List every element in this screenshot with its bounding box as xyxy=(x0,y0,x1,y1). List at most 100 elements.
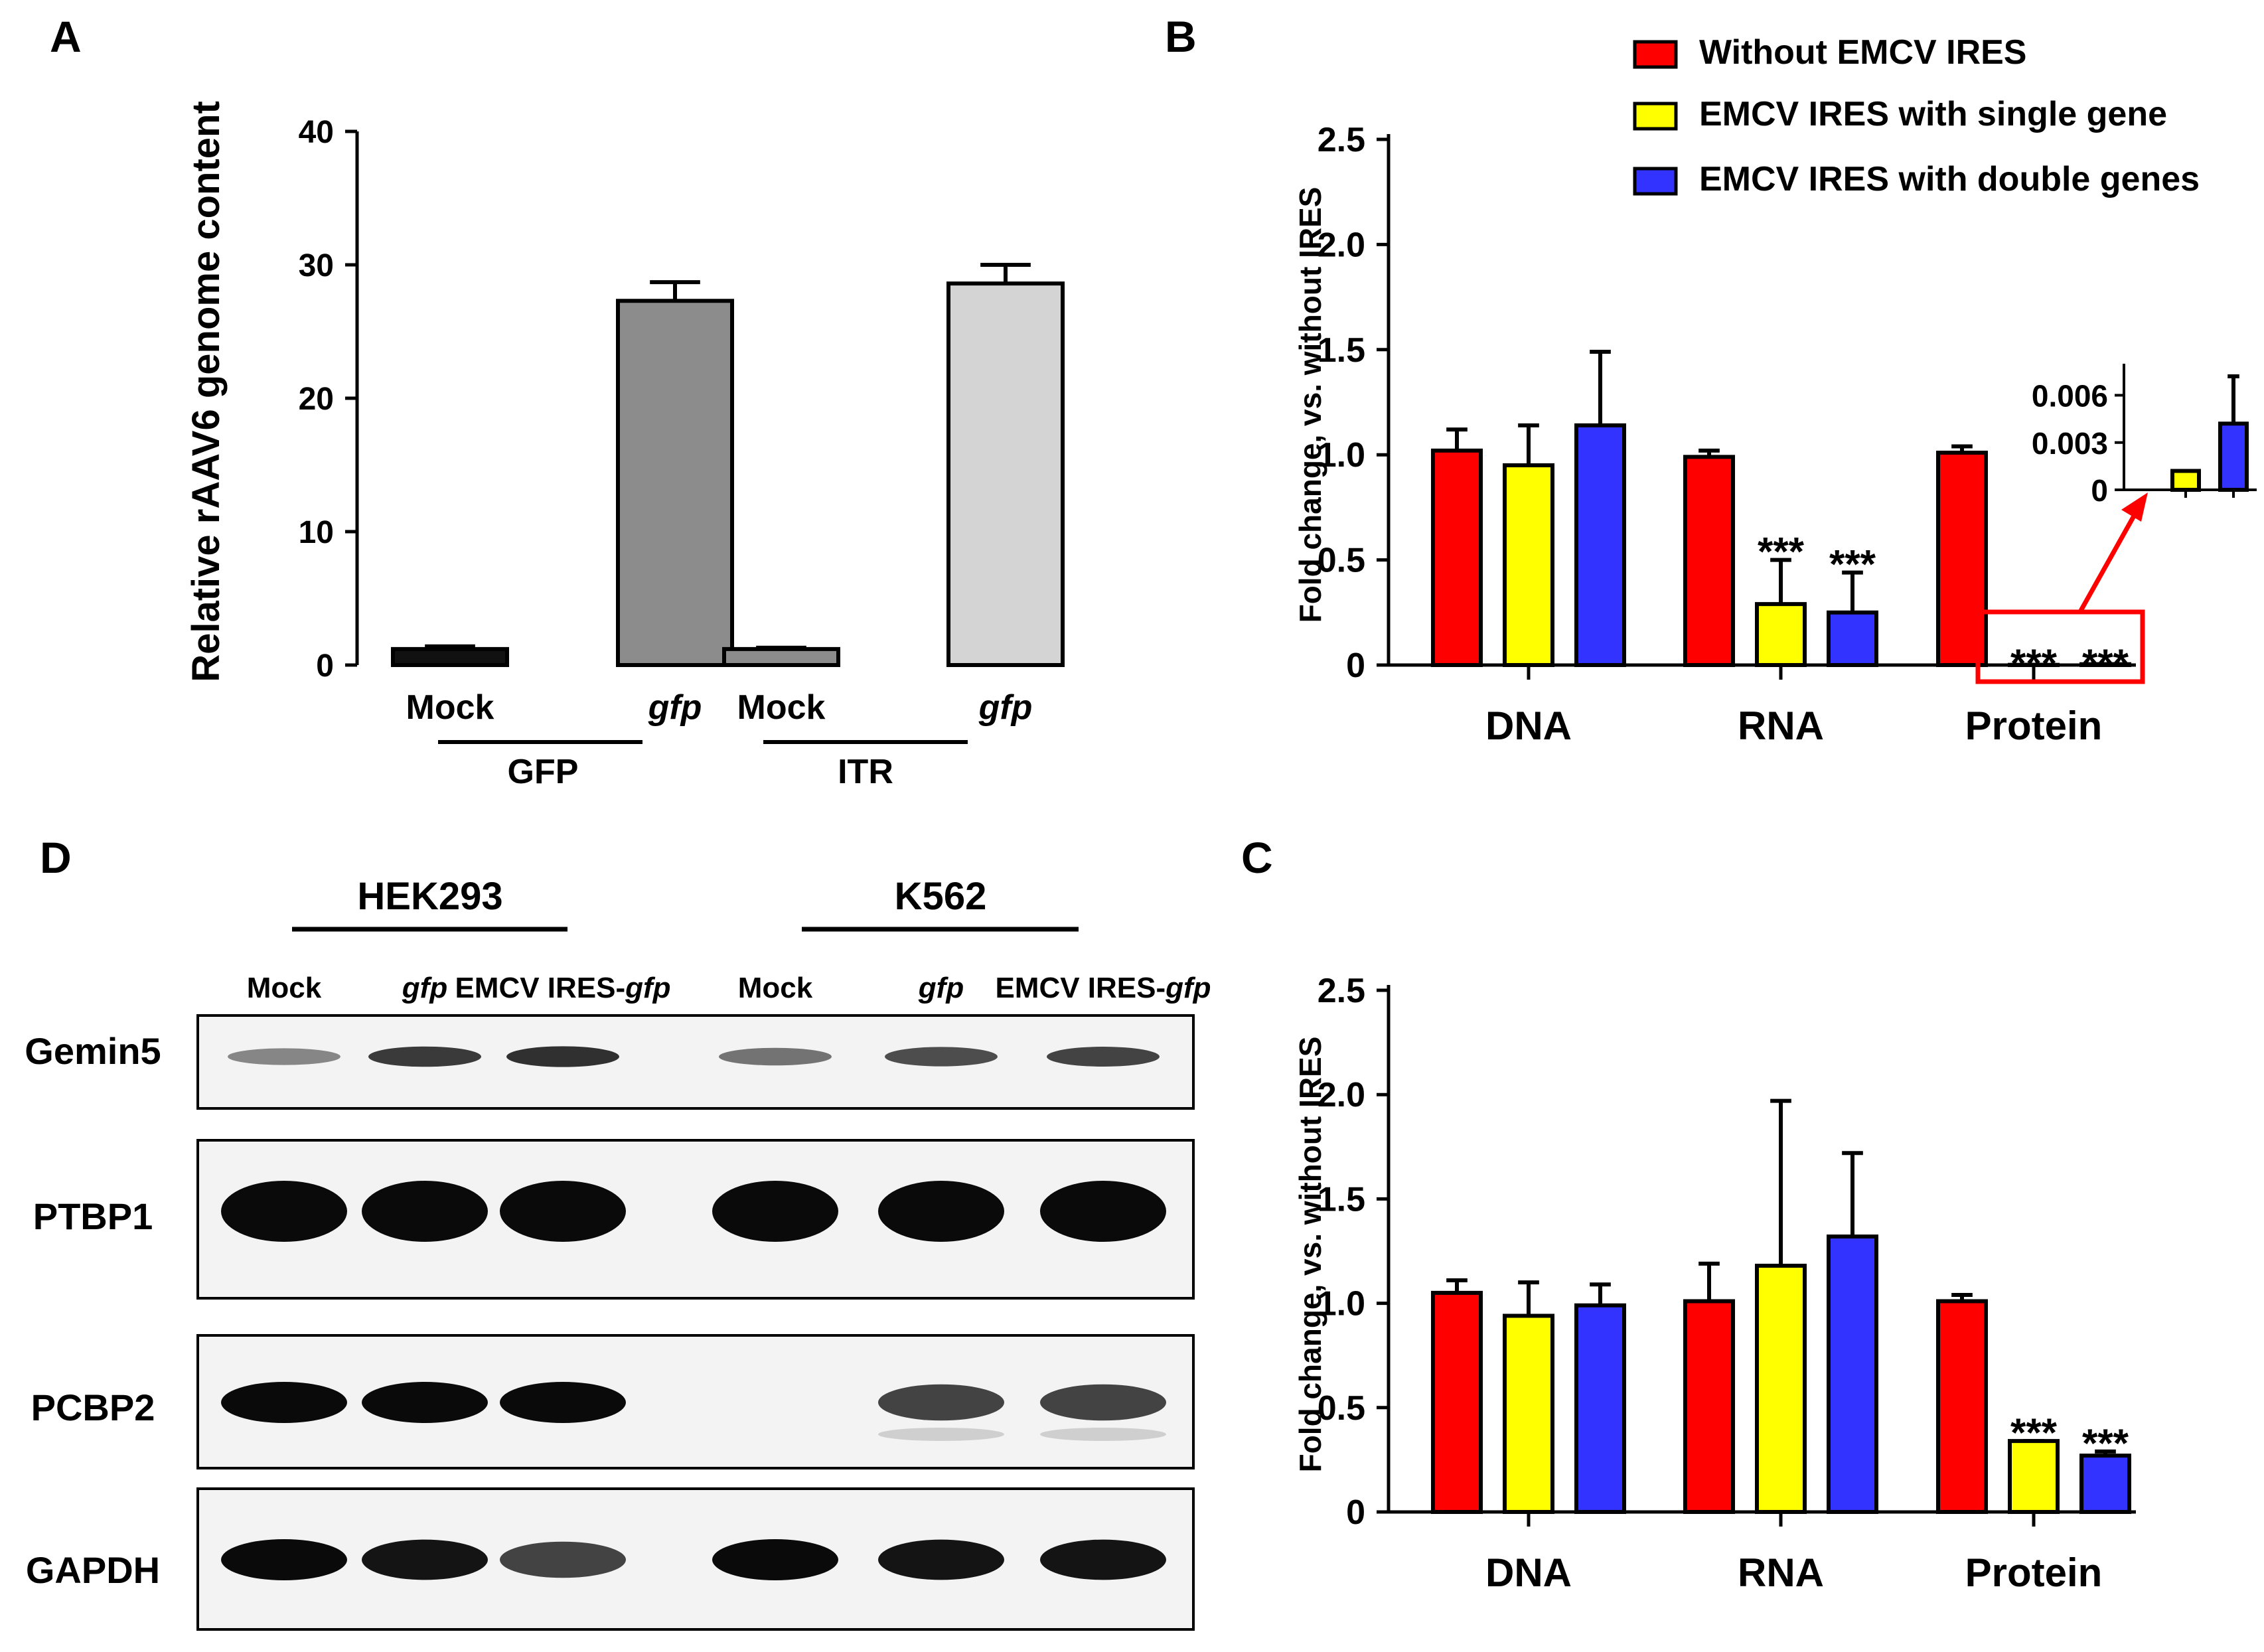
panel-c-y-tick-label: 2.0 xyxy=(1318,1076,1365,1114)
blot-band xyxy=(878,1539,1004,1580)
panel-b-bar xyxy=(1755,602,1807,667)
blot-band xyxy=(368,1046,481,1067)
panel-b-bar xyxy=(1683,455,1735,667)
panel-b-inset-bar xyxy=(2170,469,2201,492)
panel-b-y-tick-label: 2.5 xyxy=(1318,121,1365,159)
panel-b-y-tick-label: 1.0 xyxy=(1318,436,1365,475)
panel-letter-a: A xyxy=(50,12,82,61)
panel-b-inset-y-tick-label: 0.006 xyxy=(2032,379,2108,413)
panel-a-y-tick-label: 20 xyxy=(299,382,334,417)
panel-b-significance-label: *** xyxy=(2082,641,2129,686)
panel-a-y-tick-label: 0 xyxy=(316,648,334,684)
panel-c-bar xyxy=(1936,1299,1988,1515)
panel-b-inset-y-tick-label: 0 xyxy=(2091,473,2108,508)
panel-c-y-tick-label: 2.5 xyxy=(1318,972,1365,1010)
blot-lane-label: gfp xyxy=(918,972,964,1004)
panel-b-inset-y-tick-label: 0.003 xyxy=(2032,426,2108,461)
panel-a-bar xyxy=(391,646,509,668)
panel-c-x-tick-label: DNA xyxy=(1485,1550,1572,1595)
panel-c-significance-label: *** xyxy=(2010,1410,2058,1455)
panel-c-y-tick-label: 1.0 xyxy=(1318,1285,1365,1323)
panel-b-bar xyxy=(1431,448,1483,667)
blot-faint-band xyxy=(878,1428,1004,1441)
panel-a-chart: Relative rAAV6 genome content 0 10 20 30 40 M… xyxy=(185,101,1065,791)
panel-b-x-tick-label: DNA xyxy=(1485,704,1572,748)
panel-c-y-tick-label: 1.5 xyxy=(1318,1180,1365,1219)
panel-a-group-label: ITR xyxy=(838,753,893,791)
legend-swatch xyxy=(1633,167,1678,196)
blot-band xyxy=(885,1047,998,1067)
panel-a-bar xyxy=(616,299,734,667)
blot-lane-label: Mock xyxy=(738,972,813,1004)
blot-band xyxy=(500,1541,626,1578)
panel-a-x-tick-label: Mock xyxy=(737,688,826,727)
blot-band xyxy=(712,1181,838,1242)
blot-band xyxy=(221,1539,347,1580)
legend-label: EMCV IRES with single gene xyxy=(1699,95,2167,133)
panel-b-significance-label: *** xyxy=(2010,641,2058,686)
blot-band xyxy=(878,1181,1004,1242)
panel-a-bar xyxy=(946,281,1065,667)
panel-a-y-axis-label: Relative rAAV6 genome content xyxy=(185,101,228,682)
blot-band xyxy=(1040,1181,1166,1242)
panel-b-x-tick-label: RNA xyxy=(1738,704,1824,748)
panel-b-significance-label: *** xyxy=(1829,542,1876,587)
panel-a-bar xyxy=(722,646,840,668)
blot-band xyxy=(506,1046,619,1067)
panel-a-x-tick-label: Mock xyxy=(406,688,494,727)
panel-a-x-tick-label: gfp xyxy=(978,688,1033,727)
blot-row-label: PCBP2 xyxy=(31,1387,155,1428)
legend-swatch xyxy=(1633,102,1678,131)
panel-c-bar xyxy=(1503,1314,1554,1514)
panel-c-chart: Fold change, vs. without IRES 0 0.5 1.0 1.5… xyxy=(1293,972,2136,1595)
panel-d-western-blot: HEK293 K562 Mock gfp EMCV IRES-gfp Mock gfp E… xyxy=(25,875,1211,1631)
panel-b-y-tick-label: 2.0 xyxy=(1318,226,1365,264)
panel-c-y-tick-label: 0 xyxy=(1346,1493,1365,1532)
panel-a-y-tick-label: 30 xyxy=(299,248,334,283)
blot-membrane xyxy=(196,1139,1195,1300)
legend-swatch xyxy=(1633,40,1678,69)
blot-band xyxy=(362,1539,488,1580)
panel-c-significance-label: *** xyxy=(2082,1421,2129,1465)
panel-letter-b: B xyxy=(1165,12,1197,61)
blot-lane-label: EMCV IRES-gfp xyxy=(995,972,1211,1004)
blot-band xyxy=(500,1181,626,1242)
blot-band xyxy=(1040,1384,1166,1421)
panel-b-bar xyxy=(1827,610,1878,667)
panel-c-bar xyxy=(2008,1439,2060,1515)
panel-c-bar xyxy=(1431,1290,1483,1514)
panel-b-significance-label: *** xyxy=(1758,530,1805,574)
panel-b-zoom-arrow-shaft xyxy=(2078,511,2139,612)
panel-b-zoom-arrow-head xyxy=(2121,492,2148,522)
panel-b-x-tick-label: Protein xyxy=(1965,704,2103,748)
panel-b-y-axis-label: Fold change, vs. without IRES xyxy=(1293,187,1327,623)
blot-band xyxy=(362,1181,488,1242)
blot-row-label: GAPDH xyxy=(26,1549,160,1591)
panel-c-y-tick-label: 0.5 xyxy=(1318,1389,1365,1428)
panel-c-bar xyxy=(1574,1303,1626,1515)
panel-a-y-tick-label: 40 xyxy=(299,115,334,150)
panel-b-bar xyxy=(1574,423,1626,668)
blot-membrane xyxy=(196,1014,1195,1110)
panel-b-y-tick-label: 1.5 xyxy=(1318,331,1365,370)
blot-band xyxy=(228,1048,340,1065)
blot-band xyxy=(878,1384,1004,1421)
blot-lane-label: gfp xyxy=(402,972,447,1004)
panel-b-chart: Fold change, vs. without IRES 0 0.5 1.0 1.5… xyxy=(1293,121,2257,748)
blot-band xyxy=(500,1382,626,1423)
panel-c-bar xyxy=(1683,1299,1735,1515)
panel-c-bar xyxy=(2079,1454,2131,1515)
legend-label: EMCV IRES with double genes xyxy=(1699,160,2200,198)
blot-band xyxy=(221,1382,347,1423)
panel-b-inset-bar xyxy=(2218,421,2249,492)
cell-line-label-hek293: HEK293 xyxy=(357,875,502,918)
blot-band xyxy=(1040,1539,1166,1580)
blot-band xyxy=(362,1382,488,1423)
panel-c-y-axis-label: Fold change, vs. without IRES xyxy=(1293,1037,1327,1473)
blot-band xyxy=(1047,1047,1160,1067)
panel-a-y-tick-label: 10 xyxy=(299,515,334,550)
panel-c-x-tick-label: Protein xyxy=(1965,1550,2103,1595)
panel-c-bar xyxy=(1755,1264,1807,1515)
panel-letter-d: D xyxy=(40,833,72,882)
